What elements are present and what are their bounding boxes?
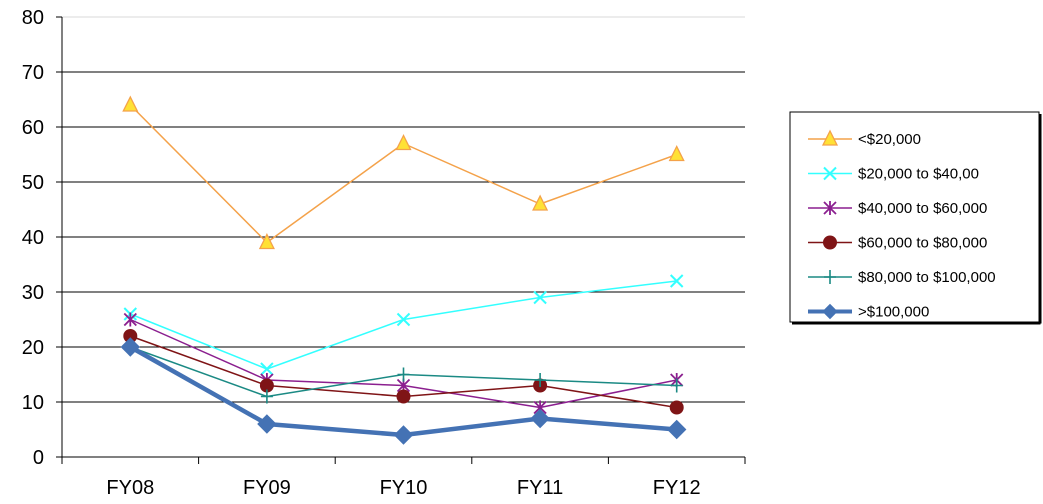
legend-box — [789, 111, 1040, 323]
x-tick-label: FY12 — [653, 477, 701, 499]
y-tick-label: 30 — [22, 282, 44, 304]
y-tick-label: 10 — [22, 392, 44, 414]
x-tick-label: FY09 — [243, 477, 291, 499]
legend-label: $60,000 to $80,000 — [858, 235, 987, 252]
y-tick-label: 50 — [22, 172, 44, 194]
data-point — [258, 233, 275, 250]
x-tick-label: FY08 — [106, 477, 154, 499]
data-point — [532, 194, 549, 211]
data-point — [669, 400, 684, 415]
legend-marker — [821, 129, 839, 146]
data-point — [534, 373, 547, 387]
data-point — [397, 367, 410, 382]
axes — [56, 16, 746, 464]
legend-label: >$100,000 — [858, 304, 929, 321]
data-point — [530, 408, 550, 429]
legend-label: $40,000 to $60,000 — [858, 200, 987, 217]
data-point — [666, 419, 687, 440]
y-tick-label: 0 — [33, 447, 44, 469]
legend-item: <$20,000 — [808, 129, 921, 148]
series-3 — [123, 329, 684, 415]
series-lines — [120, 95, 687, 445]
series-5 — [120, 337, 687, 445]
y-tick-label: 20 — [22, 337, 44, 359]
x-tick-label: FY11 — [517, 477, 563, 499]
legend-marker — [822, 303, 838, 320]
legend-item: $80,000 to $100,000 — [808, 269, 996, 286]
data-point — [120, 337, 141, 357]
series-1 — [123, 274, 684, 376]
data-point — [257, 414, 277, 434]
y-tick-label: 60 — [22, 117, 44, 139]
series-line — [129, 104, 677, 244]
legend-item: $40,000 to $60,000 — [808, 200, 987, 217]
legend-item: $60,000 to $80,000 — [808, 235, 987, 252]
data-point — [393, 425, 414, 445]
y-tick-label: 80 — [22, 7, 44, 29]
x-tick-label: FY10 — [380, 477, 428, 499]
data-point — [122, 95, 139, 112]
series-0 — [122, 95, 685, 250]
gridlines — [62, 16, 745, 403]
data-point — [260, 389, 273, 404]
legend-label: $80,000 to $100,000 — [858, 269, 996, 286]
data-point — [533, 290, 547, 305]
legend-marker — [824, 270, 836, 284]
data-point — [669, 274, 684, 288]
data-point — [123, 312, 137, 327]
legend-label: <$20,000 — [858, 131, 921, 148]
legend-label: $20,000 to $40,00 — [858, 166, 979, 183]
y-axis-labels: 0 10 20 30 40 50 60 70 80 — [22, 7, 44, 469]
data-point — [260, 362, 274, 376]
data-point — [395, 134, 412, 151]
data-point — [396, 389, 411, 404]
legend-marker — [823, 235, 837, 250]
legend-marker — [823, 166, 837, 181]
legend-item: $20,000 to $40,00 — [808, 166, 979, 183]
y-tick-label: 40 — [22, 227, 44, 249]
legend-item: >$100,000 — [808, 304, 929, 321]
legend: <$20,000 $20,000 to $40,00 $40,000 to $60,… — [789, 111, 1042, 325]
x-axis-labels: FY08 FY09 FY10 FY11 FY12 — [106, 477, 700, 499]
data-point — [396, 312, 411, 327]
legend-marker — [823, 201, 837, 215]
data-point — [668, 145, 685, 162]
data-point — [670, 378, 683, 393]
y-tick-label: 70 — [22, 62, 44, 84]
